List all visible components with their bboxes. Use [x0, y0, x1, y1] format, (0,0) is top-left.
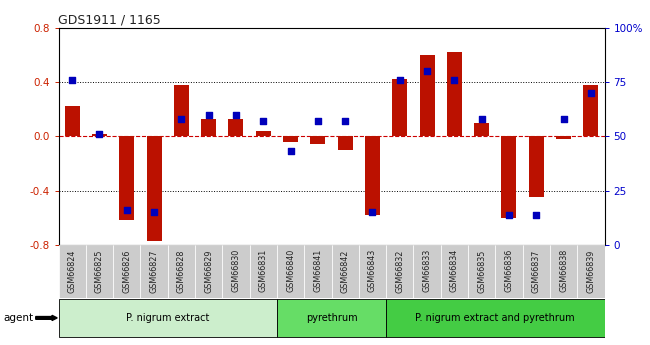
Text: GSM66830: GSM66830	[231, 249, 240, 293]
Text: GSM66826: GSM66826	[122, 249, 131, 293]
Bar	[119, 136, 135, 220]
Point	[313, 118, 323, 124]
Bar	[58, 245, 86, 298]
Text: P. nigrum extract: P. nigrum extract	[126, 313, 209, 323]
Bar	[86, 245, 113, 298]
Text: GSM66843: GSM66843	[368, 249, 377, 293]
Text: GSM66824: GSM66824	[68, 249, 77, 293]
Bar	[577, 245, 605, 298]
Point	[586, 90, 596, 96]
Text: GSM66825: GSM66825	[95, 249, 104, 293]
Bar	[58, 298, 277, 337]
Bar	[228, 119, 244, 136]
Text: GSM66834: GSM66834	[450, 249, 459, 293]
Text: GSM66839: GSM66839	[586, 249, 595, 293]
Bar	[146, 136, 162, 241]
Text: GDS1911 / 1165: GDS1911 / 1165	[58, 13, 161, 27]
Text: GSM66840: GSM66840	[286, 249, 295, 293]
Text: GSM66828: GSM66828	[177, 249, 186, 293]
Bar	[359, 245, 386, 298]
Point	[231, 112, 241, 117]
Point	[367, 209, 378, 215]
Bar	[201, 119, 216, 136]
Bar	[495, 245, 523, 298]
Bar	[174, 85, 189, 136]
Bar	[583, 85, 599, 136]
Point	[203, 112, 214, 117]
Bar	[277, 298, 386, 337]
Point	[258, 118, 268, 124]
Text: GSM66841: GSM66841	[313, 249, 322, 293]
Bar	[556, 136, 571, 139]
Bar	[255, 131, 271, 136]
Point	[285, 149, 296, 154]
Bar	[413, 245, 441, 298]
Bar	[365, 136, 380, 215]
Bar	[304, 245, 332, 298]
Text: GSM66829: GSM66829	[204, 249, 213, 293]
Point	[504, 212, 514, 217]
Point	[476, 116, 487, 122]
Bar	[386, 245, 413, 298]
Bar	[283, 136, 298, 142]
Bar	[332, 245, 359, 298]
Bar	[277, 245, 304, 298]
Point	[422, 68, 432, 74]
Text: GSM66837: GSM66837	[532, 249, 541, 293]
Text: GSM66842: GSM66842	[341, 249, 350, 293]
Point	[449, 77, 460, 82]
Bar	[419, 55, 435, 136]
Text: GSM66838: GSM66838	[559, 249, 568, 293]
Bar	[441, 245, 468, 298]
Text: GSM66831: GSM66831	[259, 249, 268, 293]
Bar	[222, 245, 250, 298]
Bar	[550, 245, 577, 298]
Bar	[528, 136, 544, 197]
Bar	[386, 298, 604, 337]
Bar	[168, 245, 195, 298]
Text: agent: agent	[3, 313, 33, 323]
Bar	[113, 245, 140, 298]
Bar	[250, 245, 277, 298]
Bar	[392, 79, 408, 136]
Bar	[140, 245, 168, 298]
Bar	[468, 245, 495, 298]
Point	[122, 207, 132, 213]
Bar	[195, 245, 222, 298]
Bar	[310, 136, 326, 145]
Point	[149, 209, 159, 215]
Text: GSM66832: GSM66832	[395, 249, 404, 293]
Bar	[337, 136, 353, 150]
Point	[395, 77, 405, 82]
Bar	[92, 134, 107, 136]
Bar	[474, 123, 489, 136]
Point	[531, 212, 541, 217]
Point	[176, 116, 187, 122]
Point	[558, 116, 569, 122]
Text: GSM66833: GSM66833	[422, 249, 432, 293]
Point	[94, 131, 105, 137]
Bar	[64, 106, 80, 136]
Bar	[447, 52, 462, 136]
Text: GSM66827: GSM66827	[150, 249, 159, 293]
Point	[340, 118, 350, 124]
Text: GSM66835: GSM66835	[477, 249, 486, 293]
Bar	[523, 245, 550, 298]
Bar	[501, 136, 517, 218]
Point	[67, 77, 77, 82]
Text: P. nigrum extract and pyrethrum: P. nigrum extract and pyrethrum	[415, 313, 575, 323]
Text: pyrethrum: pyrethrum	[306, 313, 358, 323]
Text: GSM66836: GSM66836	[504, 249, 514, 293]
